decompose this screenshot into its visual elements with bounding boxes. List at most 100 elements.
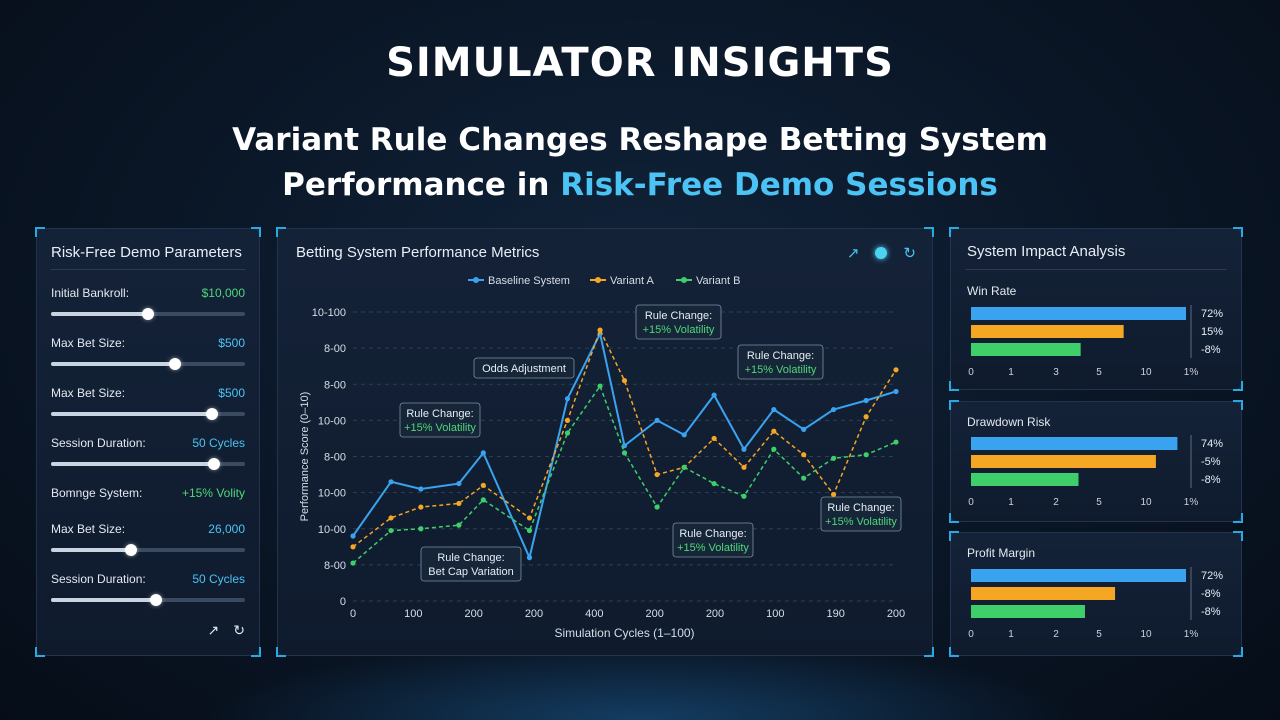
data-point	[830, 455, 837, 461]
slider-thumb[interactable]	[206, 408, 219, 420]
win-rate-bar-chart: 72% 15% -8% 0 1 3 5 10 1%	[968, 305, 1223, 378]
bar-x-tick-label: 1	[1008, 629, 1014, 640]
slider-thumb[interactable]	[124, 544, 137, 556]
impact-bar	[971, 437, 1178, 450]
param-slider[interactable]	[51, 458, 245, 470]
data-point	[621, 450, 628, 456]
y-tick-label: 0	[340, 596, 346, 608]
series-1	[350, 327, 899, 550]
data-point	[741, 446, 747, 452]
impact-bar-label: 74%	[1201, 438, 1223, 450]
data-point	[863, 397, 869, 404]
bar-x-tick-label: 0	[968, 629, 974, 640]
param-slider[interactable]	[51, 594, 245, 606]
win-rate-label: Win Rate	[967, 284, 1017, 298]
callout-detail: +15% Volatility	[677, 542, 749, 554]
subtitle-plain: Performance in	[282, 167, 561, 203]
slider-thumb[interactable]	[169, 358, 182, 370]
callout-title: Odds Adjustment	[482, 363, 566, 375]
expand-icon[interactable]: ↗	[207, 622, 220, 638]
callout-title: Rule Change:	[437, 552, 504, 564]
impact-bar	[971, 569, 1186, 582]
param-slider[interactable]	[51, 358, 245, 370]
demo-parameters-panel: Risk-Free Demo Parameters Initial Bankro…	[35, 227, 261, 657]
data-point	[741, 493, 747, 499]
data-point	[564, 417, 571, 423]
profit-bar-chart: 72% -8% -8% 0 1 2 5 10 1%	[968, 567, 1223, 640]
callout-title: Rule Change:	[645, 310, 712, 322]
data-point	[350, 544, 356, 550]
impact-bar-label: -8%	[1201, 606, 1221, 618]
bar-x-tick-label: 5	[1096, 629, 1102, 640]
slider-fill	[51, 598, 156, 602]
bar-x-tick-label: 10	[1140, 629, 1152, 640]
data-point	[350, 560, 356, 566]
callout-box	[420, 546, 522, 582]
x-tick-label: 200	[645, 608, 663, 620]
subtitle-highlight: Risk-Free Demo Sessions	[560, 167, 998, 203]
bar-x-tick-label: 0	[968, 497, 974, 508]
chart-actions: ↗ ↻	[847, 244, 916, 262]
callout-detail: Bet Cap Variation	[428, 566, 513, 578]
y-axis-label: Performance Score (0–10)	[299, 392, 311, 522]
param-row: Max Bet Size: 26,000	[51, 522, 245, 536]
param-3: Session Duration: 50 Cycles	[51, 436, 245, 470]
live-dot-icon[interactable]	[875, 247, 888, 259]
param-row: Session Duration: 50 Cycles	[51, 436, 245, 450]
slider-thumb[interactable]	[142, 308, 154, 320]
data-point	[564, 396, 571, 402]
callout-detail: +15% Volatility	[643, 324, 715, 336]
data-point	[350, 533, 356, 539]
param-slider[interactable]	[51, 408, 245, 420]
x-tick-label: 200	[525, 608, 543, 620]
x-tick-label: 200	[887, 608, 905, 620]
bar-x-tick-label: 1	[1008, 367, 1014, 378]
bar-x-tick-label: 1%	[1184, 367, 1199, 378]
param-slider[interactable]	[51, 308, 245, 320]
bar-x-tick-label: 5	[1096, 497, 1102, 508]
y-tick-label: 8-00	[324, 343, 346, 355]
data-point	[597, 383, 603, 389]
param-slider[interactable]	[51, 544, 245, 556]
data-point	[418, 486, 424, 492]
data-point	[801, 452, 807, 458]
data-point	[418, 526, 424, 532]
y-tick-label: 10-00	[318, 488, 346, 500]
bar-x-tick-label: 5	[1096, 367, 1102, 378]
x-tick-label: 400	[585, 608, 603, 620]
data-point	[801, 475, 807, 481]
reset-icon[interactable]: ↻	[233, 622, 245, 638]
y-tick-label: 10-00	[318, 415, 346, 427]
impact-bar	[971, 473, 1079, 486]
impact-bar	[971, 605, 1085, 618]
expand-icon[interactable]: ↗	[846, 245, 860, 262]
data-point	[564, 430, 571, 436]
data-point	[654, 504, 660, 510]
refresh-icon[interactable]: ↻	[903, 245, 916, 262]
param-value: $500	[218, 386, 245, 400]
data-point	[711, 392, 717, 398]
impact-bar-label: -5%	[1201, 456, 1221, 468]
param-value: $500	[218, 336, 245, 350]
callout-box	[820, 496, 902, 532]
legend-label: Variant B	[696, 275, 740, 287]
page-title: SIMULATOR INSIGHTS	[386, 40, 894, 86]
param-row: Bomnge System: +15% Volity	[51, 486, 245, 500]
param-row: Session Duration: 50 Cycles	[51, 572, 245, 586]
impact-bar	[971, 325, 1124, 338]
legend-label: Baseline System	[488, 275, 570, 287]
slider-thumb[interactable]	[207, 458, 220, 470]
legend-label: Variant A	[610, 275, 654, 287]
divider	[51, 269, 245, 270]
data-point	[480, 450, 486, 456]
performance-line-chart: Baseline System Variant A Variant B 0 8-00 10…	[299, 275, 905, 640]
slider-thumb[interactable]	[149, 594, 162, 606]
x-tick-label: 100	[766, 608, 784, 620]
data-point	[480, 482, 486, 488]
param-2: Max Bet Size: $500	[51, 386, 245, 420]
bar-x-tick-label: 0	[968, 367, 974, 378]
data-point	[654, 417, 660, 423]
data-point	[526, 555, 533, 561]
legend-marker	[595, 277, 601, 283]
data-point	[480, 497, 486, 503]
